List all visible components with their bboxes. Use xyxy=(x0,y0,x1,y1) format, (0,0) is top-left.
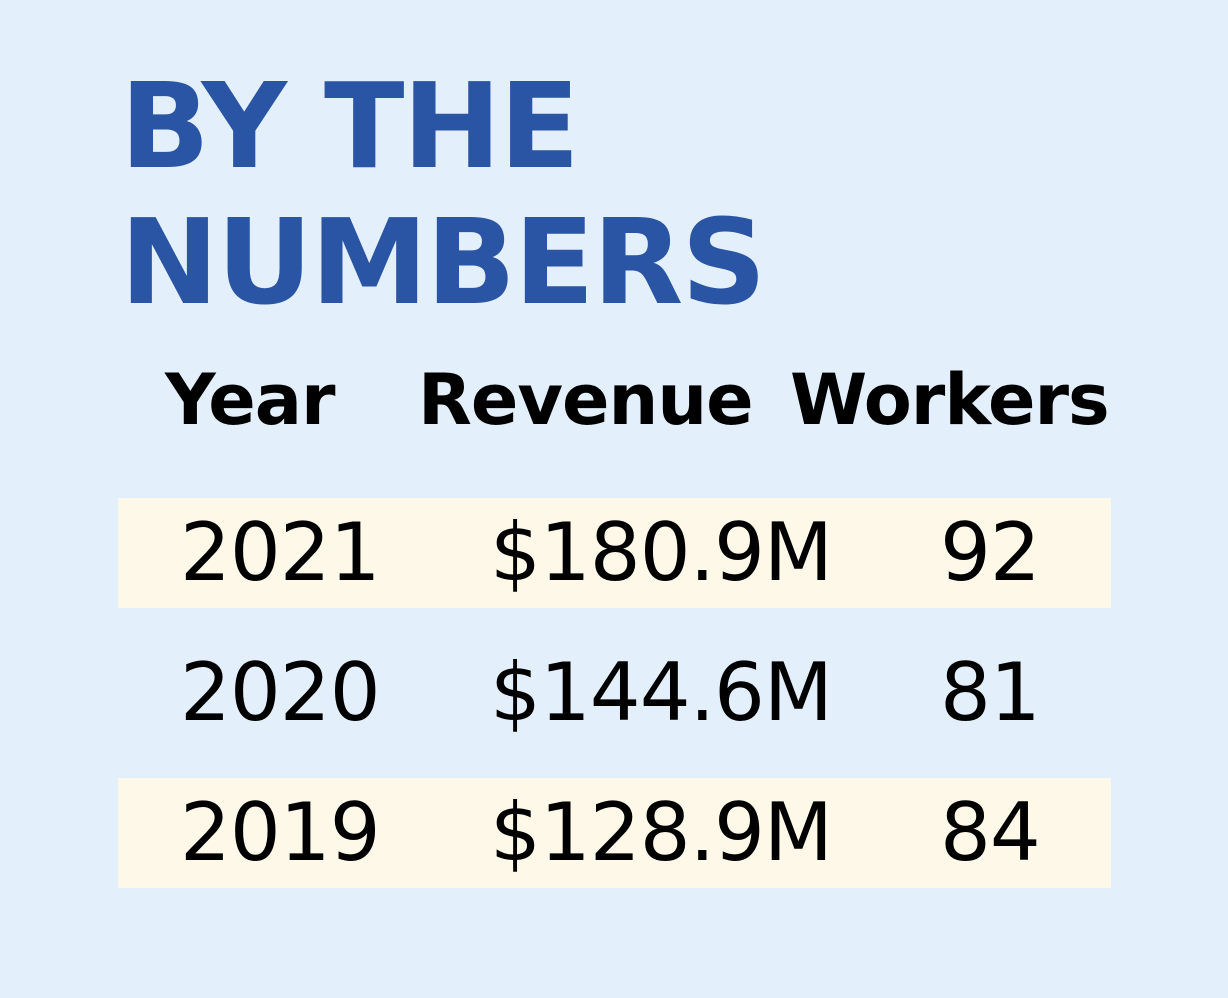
workers-cell: 92 xyxy=(940,506,1041,599)
revenue-cell: $144.6M xyxy=(490,646,833,739)
title-line-1: BY THE xyxy=(120,57,580,195)
column-header-revenue: Revenue xyxy=(418,359,754,441)
page-title: BY THE NUMBERS xyxy=(120,57,766,331)
revenue-cell: $180.9M xyxy=(490,506,833,599)
year-cell: 2019 xyxy=(180,786,381,879)
workers-cell: 84 xyxy=(940,786,1041,879)
revenue-cell: $128.9M xyxy=(490,786,833,879)
title-line-2: NUMBERS xyxy=(120,193,766,331)
table-row: 2021 $180.9M 92 xyxy=(118,498,1111,608)
column-header-year: Year xyxy=(165,359,335,441)
table-header: Year Revenue Workers xyxy=(118,355,1111,445)
table-row: 2019 $128.9M 84 xyxy=(118,778,1111,888)
table-row: 2020 $144.6M 81 xyxy=(118,638,1111,748)
column-header-workers: Workers xyxy=(790,359,1110,441)
workers-cell: 81 xyxy=(940,646,1041,739)
year-cell: 2020 xyxy=(180,646,381,739)
table-body: 2021 $180.9M 92 2020 $144.6M 81 2019 $12… xyxy=(118,498,1111,918)
year-cell: 2021 xyxy=(180,506,381,599)
numbers-table: Year Revenue Workers 2021 $180.9M 92 202… xyxy=(118,355,1111,888)
